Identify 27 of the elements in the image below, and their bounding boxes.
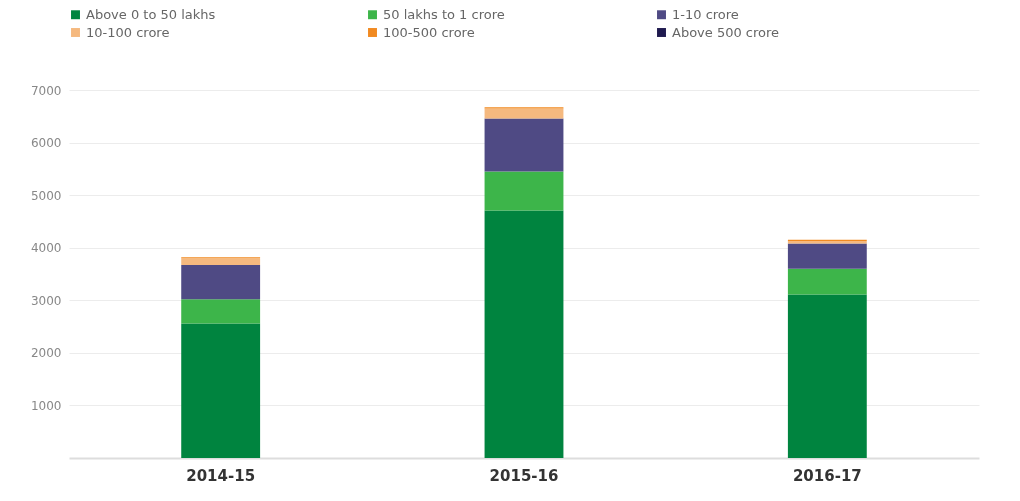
bar xyxy=(484,171,564,211)
bar xyxy=(484,108,564,119)
y-tick-label: 7000 xyxy=(30,83,62,98)
legend-label: 10-100 crore xyxy=(86,24,170,40)
bar xyxy=(181,258,261,266)
y-tick-label: 1000 xyxy=(30,398,62,413)
x-tick-label: 2015-16 xyxy=(489,466,559,485)
y-tick-label: 3000 xyxy=(30,293,62,308)
bar xyxy=(484,118,564,172)
y-tick-label: 5000 xyxy=(30,188,62,203)
y-tick-label: 4000 xyxy=(30,241,62,256)
x-tick-label: 2014-15 xyxy=(186,466,256,485)
bar xyxy=(181,265,261,300)
x-tick-label: 2016-17 xyxy=(792,466,862,485)
bar xyxy=(484,210,564,458)
bar xyxy=(787,243,867,269)
bar xyxy=(787,268,867,295)
bar xyxy=(181,323,261,458)
legend-label: 100-500 crore xyxy=(383,24,475,40)
bar xyxy=(787,294,867,458)
y-tick-label: 2000 xyxy=(30,346,62,361)
bar xyxy=(181,299,261,324)
legend-label: 50 lakhs to 1 crore xyxy=(383,6,505,22)
legend-label: Above 0 to 50 lakhs xyxy=(86,6,216,22)
legend-label: 1-10 crore xyxy=(672,6,739,22)
y-tick-label: 6000 xyxy=(30,136,62,151)
legend-label: Above 500 crore xyxy=(672,24,780,40)
